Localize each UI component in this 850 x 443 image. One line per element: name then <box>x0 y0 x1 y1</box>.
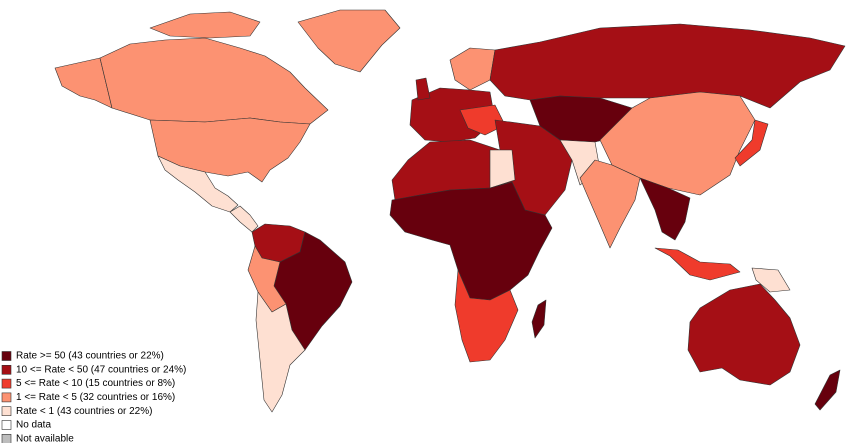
legend-label: 5 <= Rate < 10 (15 countries or 8%) <box>16 378 175 389</box>
australia <box>687 283 801 386</box>
legend-swatch <box>1 378 12 389</box>
central-america <box>229 205 259 233</box>
west-central-africa <box>389 181 553 301</box>
canada <box>99 37 329 125</box>
madagascar <box>531 299 547 339</box>
korea-japan <box>734 119 769 167</box>
legend-label: Not available <box>16 433 74 443</box>
egypt <box>489 149 516 189</box>
legend-label: 1 <= Rate < 5 (32 countries or 16%) <box>16 392 175 403</box>
new-guinea <box>751 267 791 293</box>
india <box>579 159 641 249</box>
mexico <box>157 155 239 213</box>
legend-swatch <box>1 351 12 361</box>
indonesia <box>654 247 741 281</box>
legend-label: No data <box>16 420 51 431</box>
legend: Rate >= 50 (43 countries or 22%) 10 <= Ra… <box>1 351 186 443</box>
new-zealand <box>814 369 841 411</box>
legend-label: Rate < 1 (43 countries or 22%) <box>16 406 152 417</box>
countries <box>54 9 846 413</box>
legend-swatch <box>1 392 12 403</box>
balkans <box>459 104 506 136</box>
scandinavia <box>449 47 496 91</box>
legend-swatch <box>1 420 12 430</box>
southeast-asia <box>639 177 691 241</box>
canada-islands <box>149 11 261 39</box>
legend-swatch <box>1 406 12 417</box>
legend-label: 10 <= Rate < 50 (47 countries or 24%) <box>16 364 186 375</box>
southern-africa <box>454 269 519 363</box>
greenland <box>297 9 401 73</box>
legend-label: Rate >= 50 (43 countries or 22%) <box>16 351 164 362</box>
russia <box>489 23 846 109</box>
legend-swatch <box>1 433 12 443</box>
legend-swatch <box>1 364 12 375</box>
uk <box>415 77 431 101</box>
argentina-chile <box>255 291 306 413</box>
